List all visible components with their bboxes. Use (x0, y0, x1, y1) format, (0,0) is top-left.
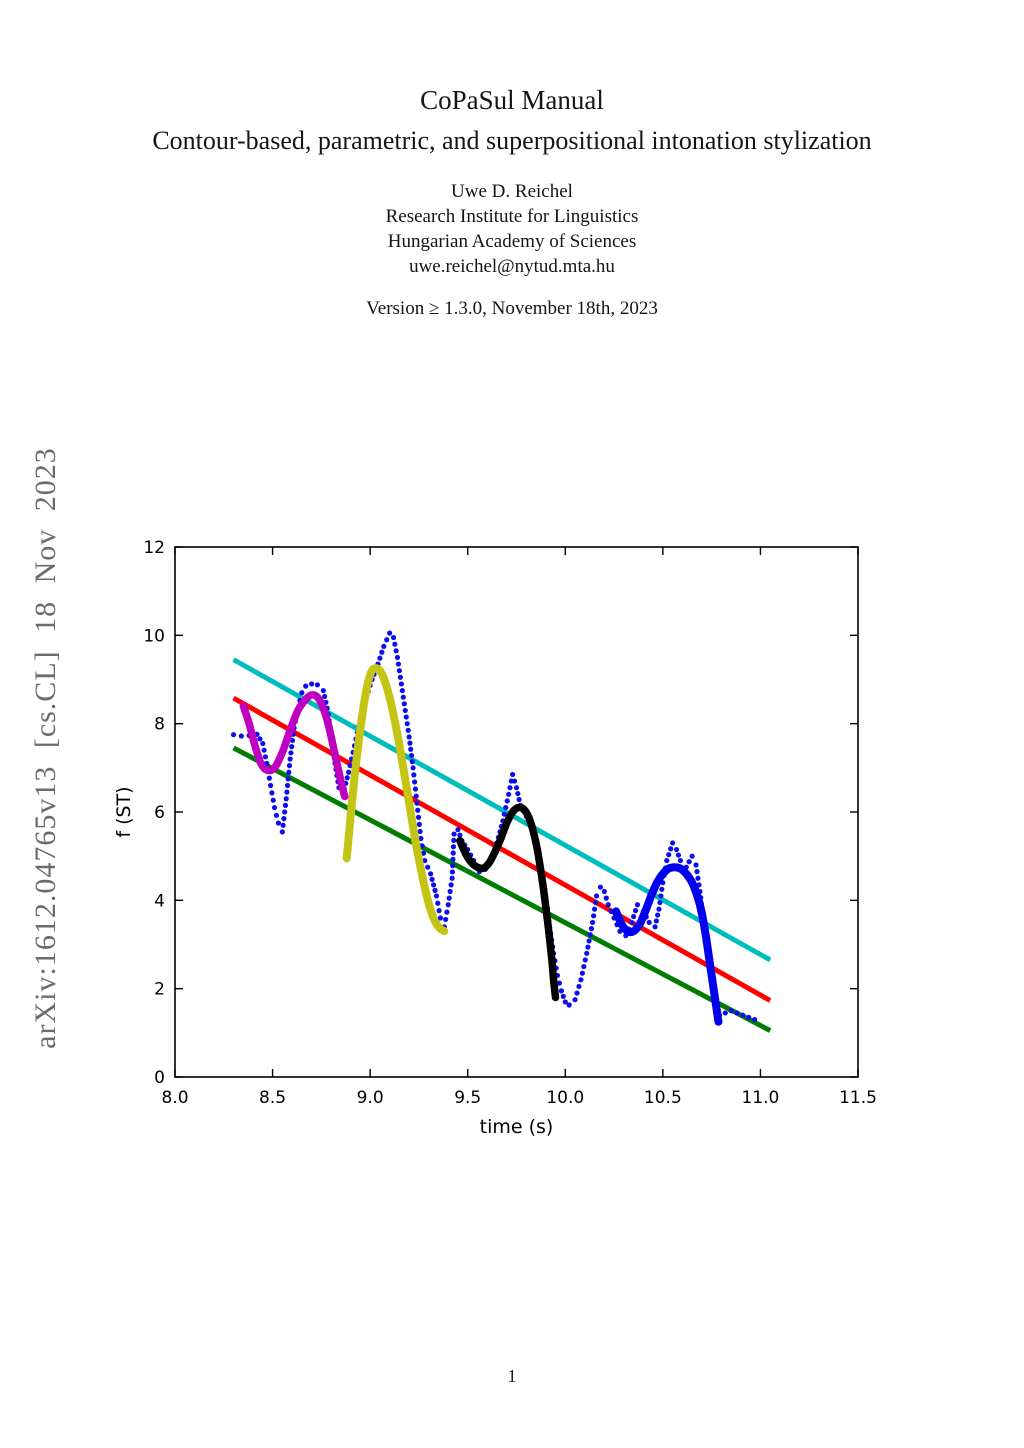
series-global-topline (232, 657, 772, 963)
y-tick-label: 2 (154, 980, 165, 1000)
author-name: Uwe D. Reichel (451, 181, 573, 202)
y-tick-label: 6 (154, 803, 165, 823)
x-tick-label: 8.0 (161, 1088, 188, 1108)
series-global-midline (232, 695, 772, 1003)
x-axis-label: time (s) (480, 1116, 554, 1138)
x-tick-label: 9.0 (357, 1088, 384, 1108)
y-tick-label: 8 (154, 715, 165, 735)
page-number: 1 (507, 1366, 517, 1386)
y-tick-label: 12 (143, 538, 165, 558)
x-tick-label: 10.5 (644, 1088, 682, 1108)
series-local-contour-4-blue (612, 863, 723, 1026)
y-tick-label: 10 (143, 626, 165, 646)
paper-title: CoPaSul Manual (420, 85, 604, 115)
author-block: Uwe D. Reichel Research Institute for Li… (0, 179, 1024, 321)
series-f0-contour (230, 630, 758, 1023)
series-local-contour-3-black (456, 803, 560, 1002)
author-email: uwe.reichel@nytud.mta.hu (409, 256, 615, 277)
version-line: Version ≥ 1.3.0, November 18th, 2023 (366, 298, 658, 319)
x-tick-label: 10.0 (546, 1088, 584, 1108)
author-affiliation-1: Research Institute for Linguistics (385, 206, 639, 227)
series-global-baseline (232, 745, 772, 1033)
author-affiliation-2: Hungarian Academy of Sciences (387, 231, 637, 252)
y-axis-label: f (ST) (113, 786, 135, 837)
paper-subtitle: Contour-based, parametric, and superposi… (152, 126, 872, 155)
series-local-contour-1-magenta (239, 691, 349, 801)
x-tick-label: 11.0 (741, 1088, 779, 1108)
y-tick-label: 4 (154, 891, 165, 911)
x-tick-label: 11.5 (839, 1088, 877, 1108)
title-block: CoPaSul Manual Contour-based, parametric… (0, 85, 1024, 156)
y-tick-label: 0 (154, 1068, 165, 1088)
series-local-contour-2-yellow (342, 664, 449, 936)
x-tick-label: 8.5 (259, 1088, 286, 1108)
x-tick-label: 9.5 (454, 1088, 481, 1108)
